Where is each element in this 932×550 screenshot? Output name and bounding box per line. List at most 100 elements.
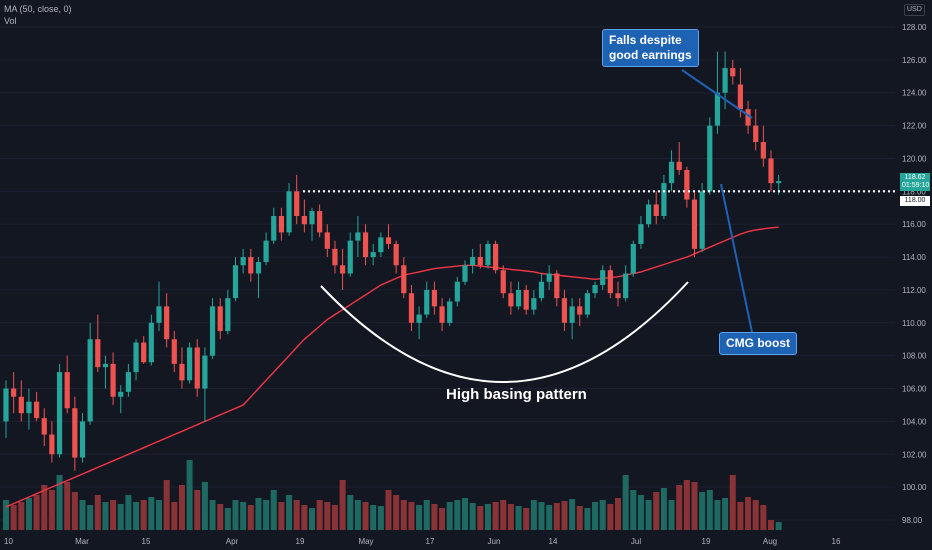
candle-body bbox=[240, 257, 246, 266]
candle-body bbox=[600, 270, 606, 286]
candle-body bbox=[110, 363, 116, 397]
volume-bar bbox=[737, 502, 744, 530]
candle-body bbox=[546, 273, 552, 282]
volume-bar bbox=[354, 500, 361, 530]
time-tick-label: 10 bbox=[4, 537, 13, 546]
volume-bar bbox=[232, 500, 239, 530]
volume-bar bbox=[775, 522, 782, 530]
volume-bar bbox=[630, 490, 637, 530]
volume-bar bbox=[41, 485, 48, 530]
candle-body bbox=[699, 191, 705, 249]
volume-bar bbox=[316, 500, 323, 530]
candle-body bbox=[255, 261, 262, 274]
candle-body bbox=[56, 372, 63, 455]
volume-bar bbox=[592, 502, 599, 530]
candle-body bbox=[691, 199, 698, 249]
candle-body bbox=[324, 232, 330, 249]
candle-body bbox=[49, 434, 55, 455]
volume-bar bbox=[278, 502, 285, 530]
candle-body bbox=[286, 191, 292, 233]
candle-body bbox=[470, 257, 476, 266]
earnings-callout[interactable]: Falls despite good earnings bbox=[602, 29, 699, 67]
candle-body bbox=[340, 265, 346, 274]
candle-body bbox=[271, 215, 277, 241]
candle-body bbox=[462, 265, 468, 282]
volume-bar bbox=[714, 500, 721, 530]
candle-body bbox=[217, 306, 223, 332]
candle-body bbox=[515, 289, 522, 307]
candle-body bbox=[164, 306, 170, 340]
candle-body bbox=[362, 232, 369, 258]
candle-body bbox=[179, 363, 185, 381]
price-tick-label: 116.00 bbox=[902, 220, 926, 229]
currency-label[interactable]: USD bbox=[904, 4, 925, 16]
volume-bar bbox=[224, 508, 231, 530]
candle-body bbox=[248, 257, 254, 274]
volume-bar bbox=[370, 505, 377, 530]
volume-bar bbox=[607, 504, 614, 530]
candle-body bbox=[554, 273, 560, 299]
candle-body bbox=[776, 181, 782, 184]
candle-body bbox=[133, 342, 139, 373]
basing-arc bbox=[320, 281, 689, 383]
cmg-callout[interactable]: CMG boost bbox=[719, 332, 797, 355]
volume-bar bbox=[178, 485, 185, 530]
candle-body bbox=[232, 265, 239, 299]
volume-bar bbox=[515, 506, 522, 530]
candle-body bbox=[531, 298, 537, 310]
volume-bar bbox=[500, 500, 507, 530]
candle-body bbox=[401, 265, 407, 294]
volume-bar bbox=[293, 500, 300, 530]
volume-bar bbox=[546, 505, 553, 530]
price-tick-label: 112.00 bbox=[902, 286, 926, 295]
volume-bar bbox=[48, 490, 55, 530]
volume-bars bbox=[3, 460, 782, 530]
volume-bar bbox=[64, 482, 71, 530]
volume-bar bbox=[729, 475, 736, 530]
time-axis: 10 Mar 15 Apr 19 May 17 Jun 14 Jul 19 Aug 16 bbox=[4, 537, 841, 546]
candle-body bbox=[508, 293, 514, 307]
earnings-arrow bbox=[681, 69, 753, 119]
volume-bar bbox=[722, 498, 729, 530]
volume-bar bbox=[71, 492, 78, 530]
candle-body bbox=[538, 281, 545, 299]
volume-bar bbox=[645, 500, 652, 530]
candle-body bbox=[607, 270, 613, 294]
volume-bar bbox=[56, 475, 63, 530]
candle-body bbox=[454, 281, 460, 302]
candle-body bbox=[493, 243, 499, 271]
candle-body bbox=[668, 161, 675, 184]
price-axis: 128.00 126.00 124.00 122.00 120.00 118.00 116.… bbox=[902, 23, 927, 525]
time-tick-label: Aug bbox=[763, 537, 777, 546]
candle-body bbox=[653, 204, 659, 216]
candle-body bbox=[561, 298, 568, 323]
ma-legend: MA (50, close, 0) bbox=[4, 4, 72, 14]
price-tick-label: 104.00 bbox=[902, 417, 927, 426]
time-tick-label: Apr bbox=[226, 537, 239, 546]
candle-body bbox=[722, 68, 728, 93]
candle-body bbox=[209, 306, 216, 356]
candle-body bbox=[623, 273, 629, 299]
volume-bar bbox=[331, 505, 338, 530]
volume-bar bbox=[523, 508, 530, 530]
candle-body bbox=[424, 289, 430, 315]
candle-body bbox=[730, 68, 736, 77]
candle-body bbox=[18, 396, 24, 414]
volume-bar bbox=[270, 490, 277, 530]
volume-bar bbox=[3, 500, 9, 530]
volume-bar bbox=[324, 502, 331, 530]
volume-bar bbox=[171, 502, 178, 530]
candle-body bbox=[714, 92, 721, 126]
volume-bar bbox=[676, 485, 683, 530]
volume-bar bbox=[507, 504, 514, 530]
price-tick-label: 126.00 bbox=[902, 56, 927, 65]
price-tick-label: 106.00 bbox=[902, 385, 927, 394]
cmg-arrow bbox=[720, 183, 753, 333]
volume-bar bbox=[477, 506, 484, 530]
last-price-value: 118.62 bbox=[904, 174, 926, 181]
candles bbox=[3, 51, 782, 471]
candle-body bbox=[523, 289, 529, 310]
candle-body bbox=[760, 142, 766, 159]
volume-bar bbox=[18, 502, 25, 530]
